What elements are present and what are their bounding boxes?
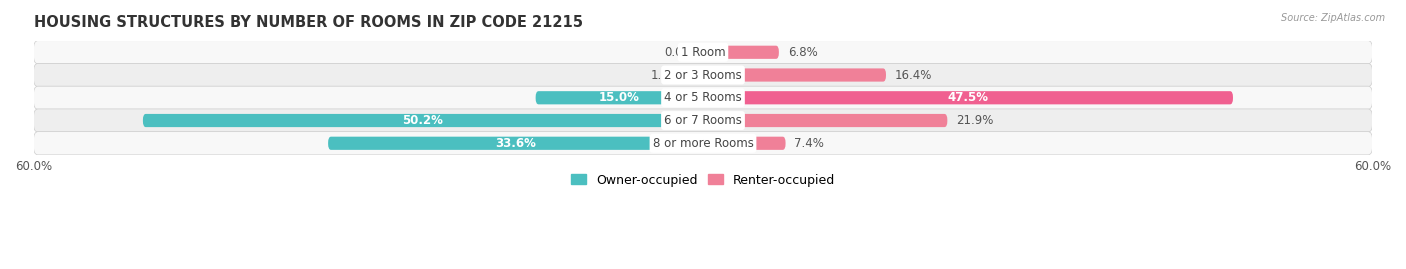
Text: 33.6%: 33.6% — [495, 137, 536, 150]
FancyBboxPatch shape — [703, 114, 948, 127]
FancyBboxPatch shape — [34, 109, 1372, 132]
FancyBboxPatch shape — [143, 114, 703, 127]
FancyBboxPatch shape — [34, 41, 1372, 64]
FancyBboxPatch shape — [703, 68, 886, 82]
FancyBboxPatch shape — [703, 137, 786, 150]
Text: 7.4%: 7.4% — [794, 137, 824, 150]
Text: Source: ZipAtlas.com: Source: ZipAtlas.com — [1281, 13, 1385, 23]
Text: 2 or 3 Rooms: 2 or 3 Rooms — [664, 69, 742, 82]
FancyBboxPatch shape — [328, 137, 703, 150]
FancyBboxPatch shape — [703, 91, 1233, 104]
Text: 21.9%: 21.9% — [956, 114, 994, 127]
FancyBboxPatch shape — [689, 68, 703, 82]
Text: 6.8%: 6.8% — [787, 46, 817, 59]
FancyBboxPatch shape — [34, 132, 1372, 155]
Text: 0.0%: 0.0% — [665, 46, 695, 59]
Text: 16.4%: 16.4% — [894, 69, 932, 82]
FancyBboxPatch shape — [34, 86, 1372, 109]
Text: 1.2%: 1.2% — [651, 69, 681, 82]
FancyBboxPatch shape — [536, 91, 703, 104]
Text: 15.0%: 15.0% — [599, 91, 640, 104]
Text: HOUSING STRUCTURES BY NUMBER OF ROOMS IN ZIP CODE 21215: HOUSING STRUCTURES BY NUMBER OF ROOMS IN… — [34, 15, 582, 30]
Text: 47.5%: 47.5% — [948, 91, 988, 104]
FancyBboxPatch shape — [34, 63, 1372, 87]
Text: 50.2%: 50.2% — [402, 114, 443, 127]
Text: 6 or 7 Rooms: 6 or 7 Rooms — [664, 114, 742, 127]
FancyBboxPatch shape — [703, 46, 779, 59]
Text: 1 Room: 1 Room — [681, 46, 725, 59]
Text: 8 or more Rooms: 8 or more Rooms — [652, 137, 754, 150]
Legend: Owner-occupied, Renter-occupied: Owner-occupied, Renter-occupied — [567, 169, 839, 192]
Text: 4 or 5 Rooms: 4 or 5 Rooms — [664, 91, 742, 104]
